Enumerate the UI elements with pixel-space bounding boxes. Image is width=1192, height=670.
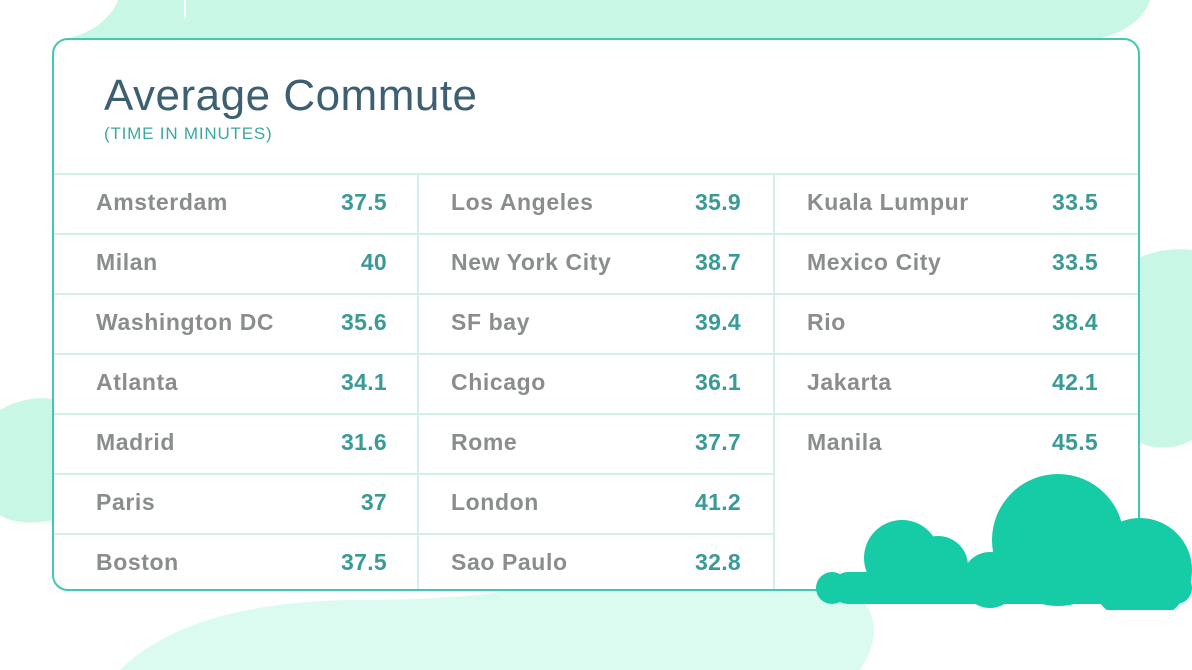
commute-value: 33.5: [1052, 189, 1098, 215]
city-name: Jakarta: [807, 369, 892, 395]
commute-table: Amsterdam 37.5 Milan 40 Washington DC 35.6 Atl…: [54, 173, 1138, 589]
city-name: Manila: [807, 429, 883, 455]
commute-value: 38.4: [1052, 309, 1098, 335]
right-blob: [1136, 249, 1192, 448]
commute-value: 34.1: [341, 369, 387, 395]
table-row: Manila 45.5: [775, 415, 1138, 473]
left-blob: [0, 398, 54, 523]
city-name: Mexico City: [807, 249, 942, 275]
city-name: Washington DC: [96, 309, 275, 335]
commute-value: 45.5: [1052, 429, 1098, 455]
table-row: Chicago 36.1: [419, 355, 773, 415]
commute-value: 32.8: [695, 549, 741, 575]
table-row: Amsterdam 37.5: [54, 175, 417, 235]
commute-value: 33.5: [1052, 249, 1098, 275]
table-row: Rome 37.7: [419, 415, 773, 475]
table-column-1: Amsterdam 37.5 Milan 40 Washington DC 35.6 Atl…: [54, 175, 419, 589]
city-name: Madrid: [96, 429, 175, 455]
chart-title: Average Commute: [104, 71, 478, 120]
city-name: Milan: [96, 249, 158, 275]
commute-value: 42.1: [1052, 369, 1098, 395]
commute-value: 37: [360, 489, 387, 515]
top-blob: [60, 0, 1150, 41]
table-row: Kuala Lumpur 33.5: [775, 175, 1138, 235]
commute-card: Average Commute (TIME IN MINUTES) Amster…: [52, 38, 1140, 591]
commute-value: 38.7: [695, 249, 741, 275]
city-name: Sao Paulo: [451, 549, 568, 575]
city-name: Atlanta: [96, 369, 179, 395]
commute-value: 37.7: [695, 429, 741, 455]
table-row: New York City 38.7: [419, 235, 773, 295]
table-row: Sao Paulo 32.8: [419, 535, 773, 589]
table-column-2: Los Angeles 35.9 New York City 38.7 SF bay 39…: [419, 175, 775, 589]
table-row: Rio 38.4: [775, 295, 1138, 355]
commute-value: 41.2: [695, 489, 741, 515]
city-name: Los Angeles: [451, 189, 594, 215]
chart-subtitle: (TIME IN MINUTES): [104, 124, 273, 143]
commute-value: 36.1: [695, 369, 741, 395]
city-name: Boston: [96, 549, 179, 575]
commute-value: 39.4: [695, 309, 741, 335]
cloud-decoration: [816, 474, 1192, 610]
commute-value: 35.9: [695, 189, 741, 215]
commute-value: 35.6: [341, 309, 387, 335]
table-column-3: Kuala Lumpur 33.5 Mexico City 33.5 Rio 38.4 Ja…: [775, 175, 1138, 589]
city-name: New York City: [451, 249, 612, 275]
table-row: Jakarta 42.1: [775, 355, 1138, 415]
commute-value: 37.5: [341, 189, 387, 215]
table-row: London 41.2: [419, 475, 773, 535]
table-row: Milan 40: [54, 235, 417, 295]
commute-value: 31.6: [341, 429, 387, 455]
commute-value: 40: [360, 249, 387, 275]
city-name: Chicago: [451, 369, 546, 395]
table-row: SF bay 39.4: [419, 295, 773, 355]
city-name: Paris: [96, 489, 156, 515]
city-name: Amsterdam: [96, 189, 228, 215]
city-name: SF bay: [451, 309, 531, 335]
city-name: Rome: [451, 429, 518, 455]
table-row: Paris 37: [54, 475, 417, 535]
cloud-base: [832, 572, 1192, 604]
table-row: Atlanta 34.1: [54, 355, 417, 415]
bottom-blob: [120, 589, 874, 670]
city-name: Rio: [807, 309, 846, 335]
table-row: Boston 37.5: [54, 535, 417, 589]
city-name: London: [451, 489, 539, 515]
table-row: Washington DC 35.6: [54, 295, 417, 355]
city-name: Kuala Lumpur: [807, 189, 969, 215]
commute-value: 37.5: [341, 549, 387, 575]
table-row: Madrid 31.6: [54, 415, 417, 475]
table-row: Los Angeles 35.9: [419, 175, 773, 235]
table-row: Mexico City 33.5: [775, 235, 1138, 295]
